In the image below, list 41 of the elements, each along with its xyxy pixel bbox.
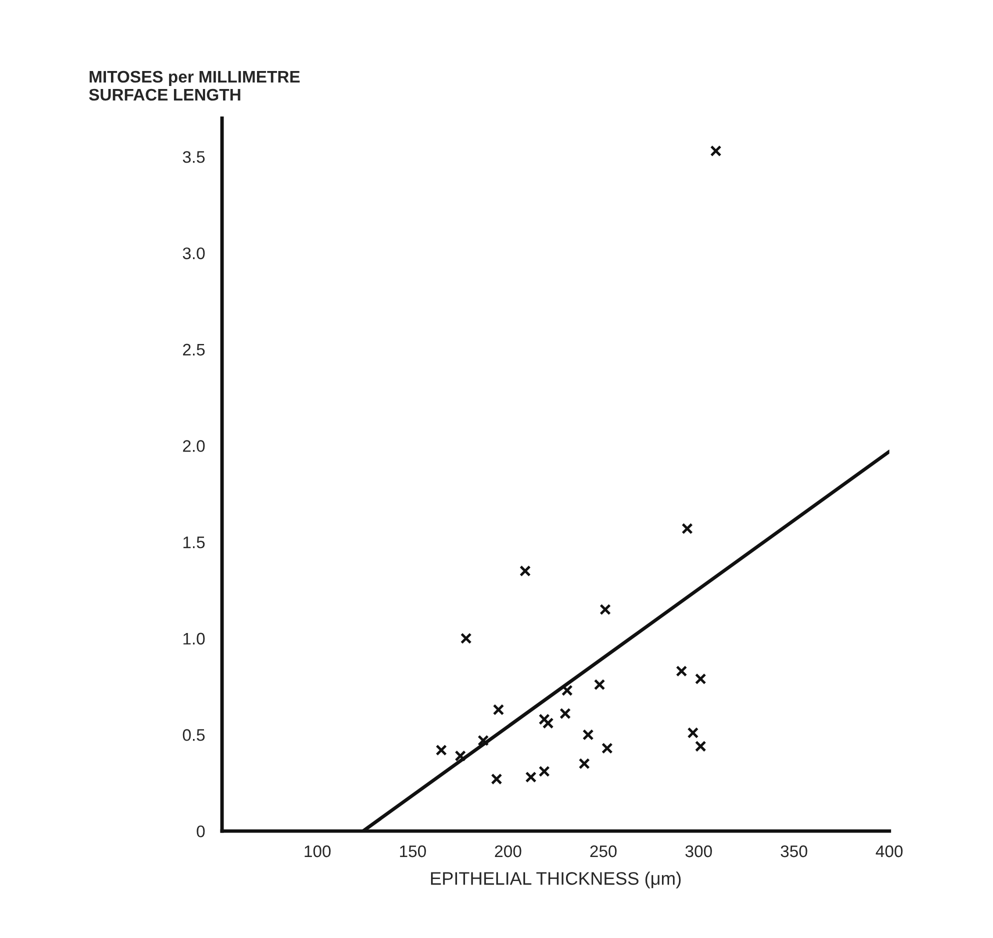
y-tick-label: 2.0	[183, 440, 205, 452]
point	[538, 766, 550, 777]
point	[694, 673, 706, 684]
x-tick-label: 300	[685, 845, 712, 858]
point	[492, 704, 504, 716]
point	[710, 145, 722, 157]
x-tick-label: 200	[494, 845, 522, 858]
point	[582, 729, 594, 740]
x-tick-label: 350	[780, 845, 808, 858]
y-tick-label: 1.0	[183, 632, 205, 645]
point	[525, 771, 537, 783]
x-axis-title: EPITHELIAL THICKNESS (μm)	[431, 872, 681, 888]
y-tick-label: 2.5	[183, 344, 205, 356]
point	[538, 714, 550, 725]
x-tick-label: 400	[876, 845, 903, 858]
point	[454, 750, 466, 762]
point	[682, 522, 693, 534]
x-tick-label: 150	[400, 845, 426, 858]
point	[520, 565, 531, 577]
point	[560, 708, 571, 720]
y-axis-title: MITOSES per MILLIMETRE SURFACE LENGTH	[89, 70, 300, 101]
point	[600, 604, 611, 616]
point	[687, 727, 699, 738]
point	[542, 718, 554, 729]
y-tick-label: 0	[196, 825, 205, 838]
point	[460, 632, 472, 644]
point	[478, 734, 489, 746]
x-tick-label: 250	[590, 845, 617, 858]
x-tick-label: 100	[304, 845, 331, 858]
point	[578, 758, 590, 770]
point	[602, 742, 613, 754]
y-tick-label: 1.5	[183, 536, 205, 548]
point	[490, 773, 502, 785]
point	[436, 744, 447, 756]
point	[594, 678, 606, 690]
point	[676, 666, 688, 677]
y-tick-label: 0.5	[182, 729, 205, 741]
y-tick-label: 3.0	[182, 247, 205, 260]
y-tick-label: 3.5	[182, 151, 205, 163]
point	[561, 684, 573, 696]
point	[694, 740, 706, 752]
